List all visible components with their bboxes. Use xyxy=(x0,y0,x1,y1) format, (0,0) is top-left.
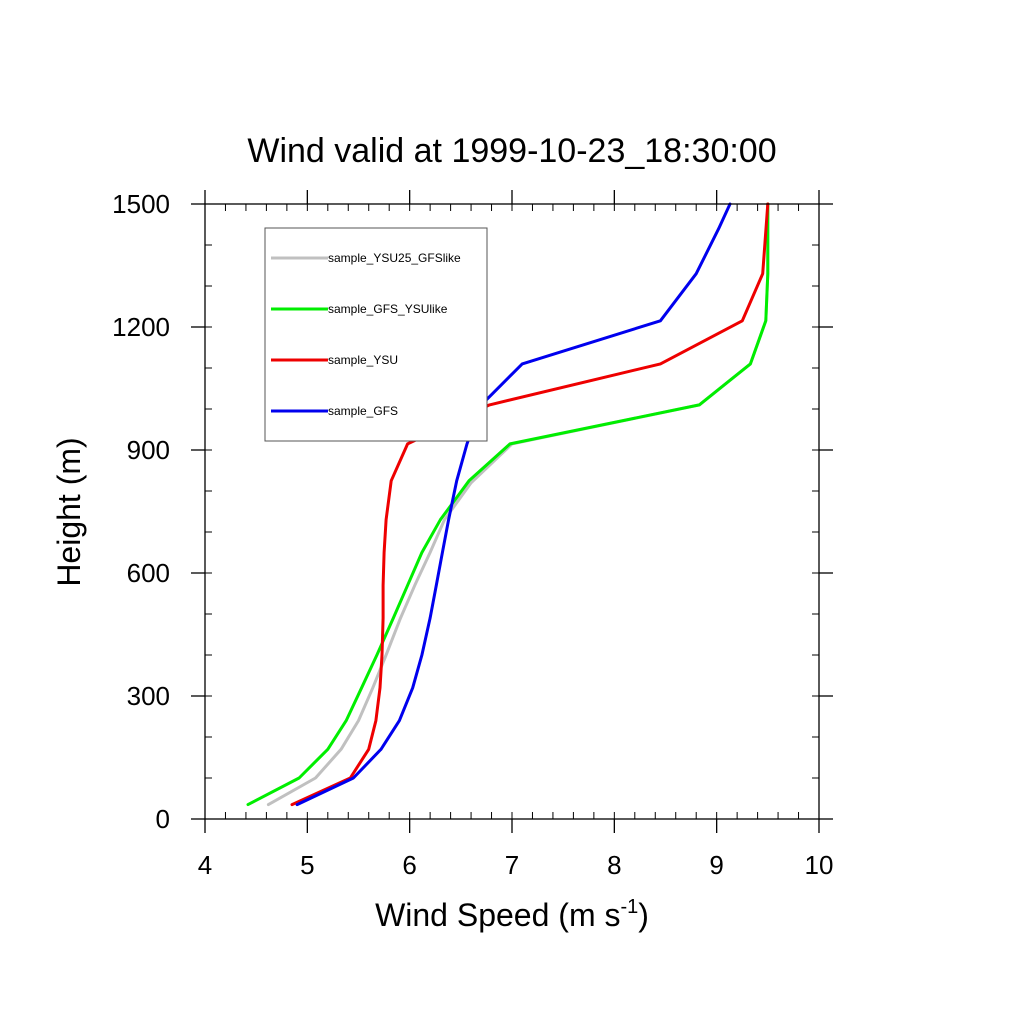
x-axis-label: Wind Speed (m s-1) xyxy=(375,896,649,933)
series-line xyxy=(295,202,732,807)
y-tick-label: 0 xyxy=(156,804,170,834)
legend-entries: sample_YSU25_GFSlike sample_GFS_YSUlikesa… xyxy=(271,251,461,418)
x-tick-label: 4 xyxy=(198,850,212,880)
y-tick-label: 300 xyxy=(127,681,170,711)
x-axis-label-close: ) xyxy=(638,897,649,933)
series-lines xyxy=(246,202,770,807)
x-axis-label-main: Wind Speed (m s xyxy=(375,897,620,933)
x-tick-label: 9 xyxy=(709,850,723,880)
series-line xyxy=(246,202,770,807)
x-tick-label: 7 xyxy=(505,850,519,880)
x-tick-label: 10 xyxy=(805,850,834,880)
y-tick-label: 1200 xyxy=(112,312,170,342)
legend: sample_YSU25_GFSlike sample_GFS_YSUlikesa… xyxy=(264,227,488,442)
x-tick-label: 5 xyxy=(300,850,314,880)
y-tick-labels: 0 300 600 900 1200 1500 xyxy=(112,189,170,834)
y-tick-label: 1500 xyxy=(112,189,170,219)
y-axis-label: Height (m) xyxy=(51,437,87,586)
x-tick-label: 6 xyxy=(402,850,416,880)
chart-title: Wind valid at 1999-10-23_18:30:00 xyxy=(247,132,776,170)
legend-box xyxy=(264,227,488,442)
legend-label: sample_GFS xyxy=(328,404,398,418)
x-tick-label: 8 xyxy=(607,850,621,880)
x-axis-label-superscript: -1 xyxy=(620,896,638,918)
legend-label: sample_YSU xyxy=(328,353,398,367)
y-tick-label: 600 xyxy=(127,558,170,588)
series-line xyxy=(290,202,770,807)
legend-label: sample_GFS_YSUlike xyxy=(328,302,448,316)
plot-frame xyxy=(204,203,820,820)
y-tick-label: 900 xyxy=(127,435,170,465)
legend-label: sample_YSU25_GFSlike xyxy=(328,251,461,265)
x-tick-labels: 4 5 6 7 8 9 10 xyxy=(198,850,834,880)
